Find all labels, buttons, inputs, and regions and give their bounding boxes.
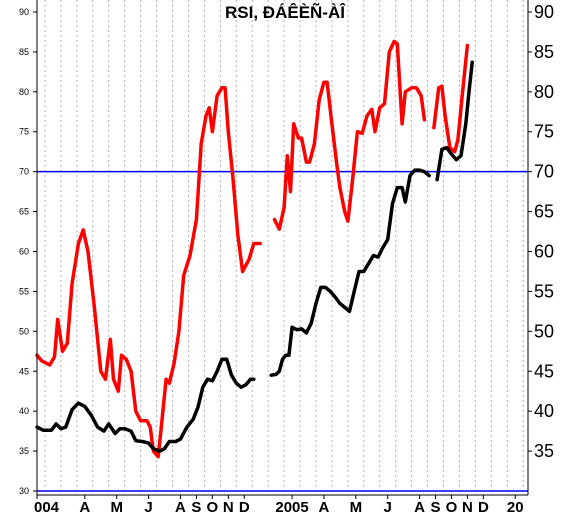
x-tick-label: J bbox=[144, 499, 152, 515]
x-tick-label: M bbox=[350, 499, 363, 515]
y-tick-label-left: 35 bbox=[19, 446, 29, 456]
y-tick-label-right: 50 bbox=[534, 321, 554, 341]
x-tick-label: N bbox=[223, 499, 234, 515]
x-tick-label: A bbox=[319, 499, 330, 515]
rsi-red-line bbox=[432, 43, 470, 154]
y-tick-label-left: 65 bbox=[19, 207, 29, 217]
y-tick-label-left: 30 bbox=[19, 486, 29, 496]
chart-title: RSI, ĐÁÊÈÑ-ÀÎ bbox=[225, 2, 346, 22]
x-tick-label: 004 bbox=[34, 499, 60, 515]
y-tick-label-left: 90 bbox=[19, 7, 29, 17]
x-tick-label: N bbox=[462, 499, 473, 515]
y-tick-label-left: 85 bbox=[19, 47, 29, 57]
y-tick-label-right: 80 bbox=[534, 82, 554, 102]
rsi-black-line bbox=[35, 357, 256, 453]
y-tick-label-left: 40 bbox=[19, 406, 29, 416]
y-tick-label-right: 60 bbox=[534, 241, 554, 261]
x-tick-label: O bbox=[446, 499, 458, 515]
x-tick-label: A bbox=[175, 499, 186, 515]
rsi-red-line bbox=[35, 86, 262, 459]
y-tick-label-right: 90 bbox=[534, 2, 554, 22]
x-tick-label: D bbox=[478, 499, 489, 515]
y-tick-label-right: 55 bbox=[534, 281, 554, 301]
series-group bbox=[35, 39, 474, 459]
rsi-black-line bbox=[269, 168, 431, 377]
y-tick-label-right: 40 bbox=[534, 401, 554, 421]
y-tick-label-left: 70 bbox=[19, 167, 29, 177]
y-tick-label-left: 80 bbox=[19, 87, 29, 97]
y-tick-label-left: 45 bbox=[19, 366, 29, 376]
y-tick-label-left: 50 bbox=[19, 326, 29, 336]
x-tick-label: A bbox=[414, 499, 425, 515]
y-tick-label-left: 75 bbox=[19, 127, 29, 137]
y-tick-label-right: 65 bbox=[534, 202, 554, 222]
x-tick-label: 20 bbox=[507, 499, 524, 515]
x-tick-label: J bbox=[384, 499, 392, 515]
y-tick-label-right: 45 bbox=[534, 361, 554, 381]
reference-lines bbox=[37, 170, 528, 492]
x-tick-label: O bbox=[207, 499, 219, 515]
x-tick-label: A bbox=[79, 499, 90, 515]
y-tick-label-right: 70 bbox=[534, 162, 554, 182]
x-tick-label: D bbox=[239, 499, 250, 515]
y-tick-label-right: 75 bbox=[534, 122, 554, 142]
y-tick-label-right: 85 bbox=[534, 42, 554, 62]
y-tick-label-left: 60 bbox=[19, 246, 29, 256]
plot-area bbox=[37, 0, 528, 495]
x-tick-label: S bbox=[191, 499, 201, 515]
y-tick-label-left: 55 bbox=[19, 286, 29, 296]
x-tick-label: S bbox=[431, 499, 441, 515]
rsi-red-line bbox=[272, 39, 427, 231]
rsi-black-line bbox=[435, 60, 474, 182]
x-tick-label: 2005 bbox=[275, 499, 308, 515]
y-axis-left: 30 35 40 45 50 55 60 65 70 75 80 85 90 bbox=[19, 7, 37, 496]
y-axis-right: 35 40 45 50 55 60 65 70 75 80 85 90 bbox=[528, 2, 554, 461]
x-tick-label: M bbox=[110, 499, 123, 515]
x-axis: 004 A M J A S O N D 2005 A M J A S O N D 20 bbox=[34, 495, 524, 515]
y-tick-label-right: 35 bbox=[534, 441, 554, 461]
